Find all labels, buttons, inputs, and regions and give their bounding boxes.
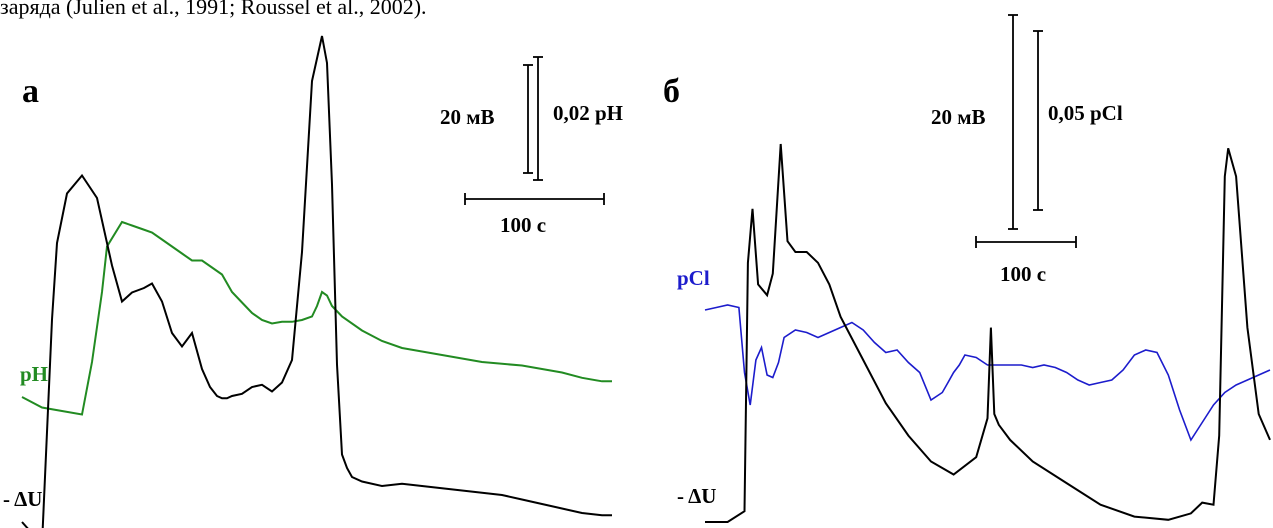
trace-pcl	[704, 304, 1271, 442]
trace-ph	[21, 220, 612, 416]
panel-label-a: а	[22, 73, 39, 110]
series-label-delta-u-a: - ΔU	[3, 487, 42, 511]
trace-delta-u-a	[21, 35, 612, 528]
ion-scale-label-a: 0,02 pH	[553, 101, 623, 125]
voltage-scale-label-b: 20 мВ	[931, 105, 986, 129]
panel-b: б 20 мВ 0,05 pCl 100 с pCl - ΔU	[663, 14, 1271, 523]
voltage-scale-label-a: 20 мВ	[440, 105, 495, 129]
panel-a: а 20 мВ 0,02 pH 100 с pH - ΔU	[3, 35, 623, 528]
panel-label-b: б	[663, 73, 680, 110]
time-scale-label-a: 100 с	[500, 213, 546, 237]
time-scale-label-b: 100 с	[1000, 262, 1046, 286]
caption-fragment: заряда (Julien et al., 1991; Roussel et …	[0, 0, 427, 19]
series-label-ph: pH	[20, 362, 48, 386]
series-label-delta-u-b: - ΔU	[677, 484, 716, 508]
series-label-pcl: pCl	[677, 266, 710, 290]
ion-scale-label-b: 0,05 pCl	[1048, 101, 1123, 125]
trace-delta-u-b	[705, 143, 1271, 523]
